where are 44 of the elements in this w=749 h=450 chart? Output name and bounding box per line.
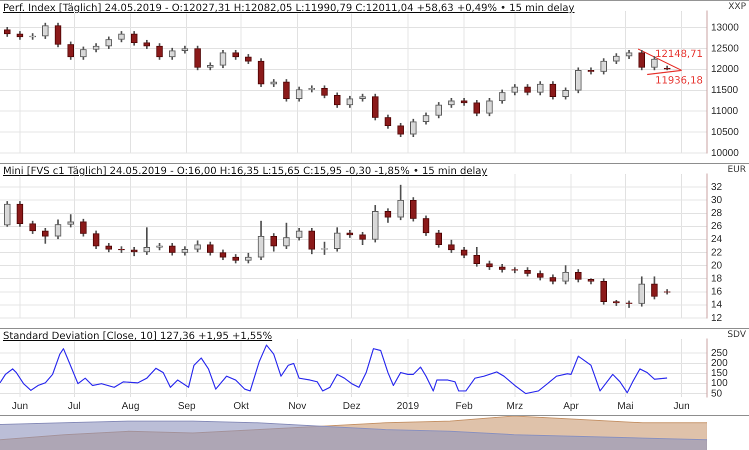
x-tick-label: Okt [233, 400, 250, 412]
y-tick-label: 32 [711, 182, 723, 193]
x-tick-label: Sep [178, 400, 196, 412]
y-tick-label: 13000 [711, 22, 740, 34]
y-tick-label: 24 [711, 234, 723, 246]
y-tick-label: 26 [711, 221, 723, 232]
chart-title: Mini [FVS c1 Täglich] 24.05.2019 - O:16,00 H:16,35 L:15,65 C:15,95 -0,30 -1,85% • 15 min delay [3, 166, 488, 177]
x-tick-label: Dez [342, 400, 361, 412]
x-tick-label: Jul [68, 400, 81, 412]
x-tick-label: Nov [288, 400, 306, 412]
y-tick-label: 200 [711, 358, 728, 369]
y-axis-title: XXP [728, 2, 746, 12]
x-tick-label: 2019 [396, 400, 420, 412]
y-tick-label: 30 [711, 194, 723, 206]
y-tick-label: 11500 [711, 85, 739, 96]
chart-title: Perf. Index [Täglich] 24.05.2019 - O:12027,31 H:12082,05 L:11990,79 C:12011,04 +58,63 +0,49% • 15 min delay [3, 3, 574, 14]
y-tick-label: 12 [711, 312, 723, 324]
x-tick-label: Apr [563, 400, 580, 412]
y-tick-label: 22 [711, 247, 723, 258]
y-tick-label: 100 [711, 378, 728, 390]
y-tick-label: 28 [711, 208, 723, 220]
y-axis-title: SDV [727, 330, 746, 340]
x-tick-label: Mrz [506, 400, 524, 412]
y-tick-label: 50 [711, 388, 723, 400]
x-tick-label: Aug [122, 400, 140, 412]
y-tick-label: 20 [711, 260, 723, 272]
annotation: 11936,18 [655, 76, 703, 87]
y-tick-label: 18 [711, 273, 723, 284]
x-tick-label: Jun [12, 400, 28, 412]
chart-title: Standard Deviation [Close, 10] 127,36 +1,95 +1,55% [3, 331, 272, 342]
y-tick-label: 14 [711, 300, 723, 311]
y-tick-label: 150 [711, 368, 728, 380]
y-tick-label: 12000 [711, 64, 740, 76]
y-axis-title: EUR [727, 165, 746, 175]
x-tick-label: Mai [617, 400, 634, 412]
annotation: 12148,71 [655, 48, 703, 60]
y-tick-label: 10000 [711, 148, 740, 159]
x-tick-label: Feb [455, 400, 474, 412]
y-tick-label: 12500 [711, 43, 740, 54]
y-tick-label: 250 [711, 348, 728, 359]
y-tick-label: 10500 [711, 126, 740, 138]
y-tick-label: 16 [711, 286, 723, 298]
y-tick-label: 11000 [711, 106, 739, 117]
x-tick-label: Jun [674, 400, 690, 412]
